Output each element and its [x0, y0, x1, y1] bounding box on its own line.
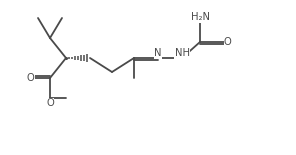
Text: H₂N: H₂N — [191, 12, 210, 22]
Text: O: O — [46, 98, 54, 108]
Text: NH: NH — [175, 48, 189, 58]
Text: O: O — [26, 73, 34, 83]
Text: N: N — [154, 48, 162, 58]
Text: O: O — [224, 37, 232, 47]
